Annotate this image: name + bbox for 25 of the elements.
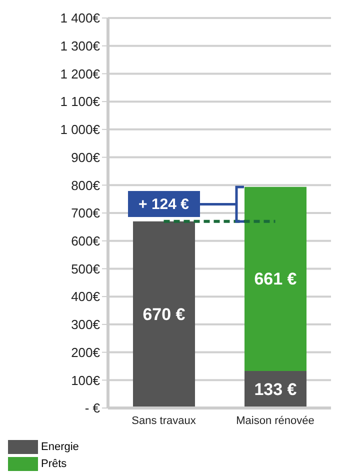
y-tick-label: 100€ <box>71 372 101 388</box>
legend-label: Prêts <box>41 458 67 470</box>
x-tick-label: Sans travaux <box>132 414 196 427</box>
bar <box>133 221 195 408</box>
y-tick-label: 700€ <box>71 206 101 221</box>
annotation: + 124 € <box>128 191 200 218</box>
x-tick-label: Maison rénovée <box>236 414 314 427</box>
y-tick-label: 1 200€ <box>60 66 101 82</box>
y-tick-label: 300€ <box>71 317 101 332</box>
y-tick-label: 400€ <box>71 289 101 304</box>
y-tick-label: 600€ <box>71 233 101 248</box>
y-tick-label: 900€ <box>71 150 101 165</box>
y-tick-label: 500€ <box>71 261 101 276</box>
y-tick-label: 200€ <box>71 344 101 360</box>
y-tick-label: 800€ <box>71 178 101 193</box>
y-tick-label: 1 000€ <box>60 122 101 138</box>
y-tick-label: 1 100€ <box>60 94 101 110</box>
y-tick-label: 1 300€ <box>60 38 101 54</box>
legend-label: Energie <box>41 440 79 452</box>
y-tick-label: 1 400€ <box>60 10 101 26</box>
data-label: 661 € <box>254 269 298 288</box>
bar <box>244 186 306 371</box>
data-label: 133 € <box>254 380 298 399</box>
data-label: 670 € <box>142 305 186 324</box>
y-tick-label: - € <box>84 400 101 416</box>
